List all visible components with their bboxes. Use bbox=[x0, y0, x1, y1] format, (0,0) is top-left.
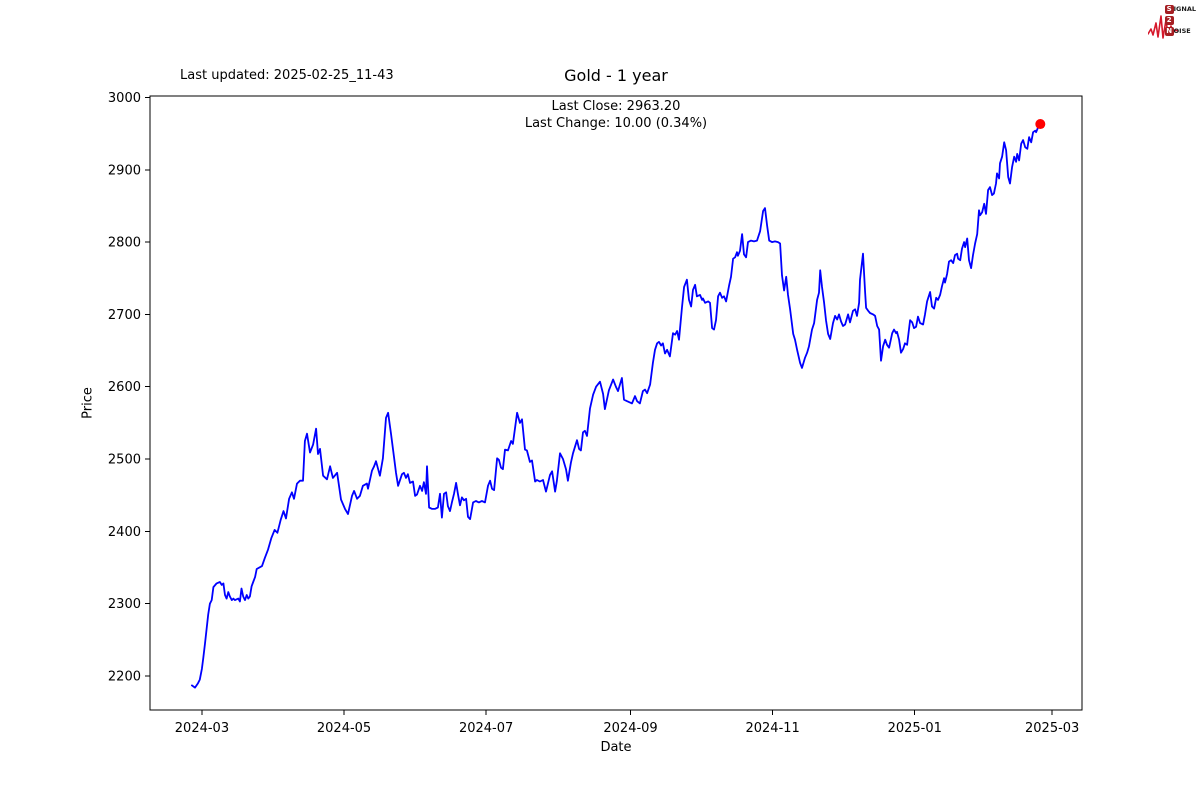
last-close-text: Last Close: 2963.20 bbox=[551, 99, 681, 114]
logo-boxed-letter: S bbox=[1164, 4, 1174, 14]
y-tick-label: 3000 bbox=[108, 91, 141, 106]
brand-logo-text: S IGNAL 2 N OISE bbox=[1164, 4, 1196, 36]
y-tick-label: 2300 bbox=[108, 597, 141, 612]
x-tick-label: 2025-03 bbox=[1025, 721, 1079, 736]
x-tick-label: 2024-05 bbox=[317, 721, 371, 736]
logo-boxed-letter: 2 bbox=[1164, 15, 1174, 25]
x-tick-label: 2024-11 bbox=[745, 721, 799, 736]
logo-text-row: 2 bbox=[1164, 15, 1174, 25]
y-tick-label: 2500 bbox=[108, 453, 141, 468]
y-tick-label: 2600 bbox=[108, 380, 141, 395]
logo-boxed-letter: N bbox=[1164, 26, 1174, 36]
y-tick-label: 2400 bbox=[108, 525, 141, 540]
plot-border bbox=[149, 95, 1083, 711]
x-tick-label: 2025-01 bbox=[888, 721, 942, 736]
y-axis-label: Price bbox=[80, 387, 96, 419]
price-line bbox=[191, 123, 1042, 689]
logo-letters: OISE bbox=[1173, 26, 1191, 35]
chart-title: Gold - 1 year bbox=[564, 66, 668, 85]
y-tick-label: 2900 bbox=[108, 163, 141, 178]
x-tick-label: 2024-07 bbox=[459, 721, 513, 736]
last-close-dot bbox=[1035, 119, 1046, 130]
brand-logo: S IGNAL 2 N OISE bbox=[1148, 3, 1196, 43]
logo-letters: IGNAL bbox=[1173, 4, 1196, 13]
logo-text-row: S IGNAL bbox=[1164, 4, 1196, 14]
logo-text-row: N OISE bbox=[1164, 26, 1191, 36]
x-tick-label: 2024-03 bbox=[175, 721, 229, 736]
x-tick-label: 2024-09 bbox=[603, 721, 657, 736]
y-tick-label: 2800 bbox=[108, 236, 141, 251]
last-change-text: Last Change: 10.00 (0.34%) bbox=[524, 116, 708, 131]
last-updated-text: Last updated: 2025-02-25_11-43 bbox=[180, 68, 394, 83]
y-tick-label: 2700 bbox=[108, 308, 141, 323]
x-axis-label: Date bbox=[600, 740, 632, 755]
y-tick-label: 2200 bbox=[108, 670, 141, 685]
